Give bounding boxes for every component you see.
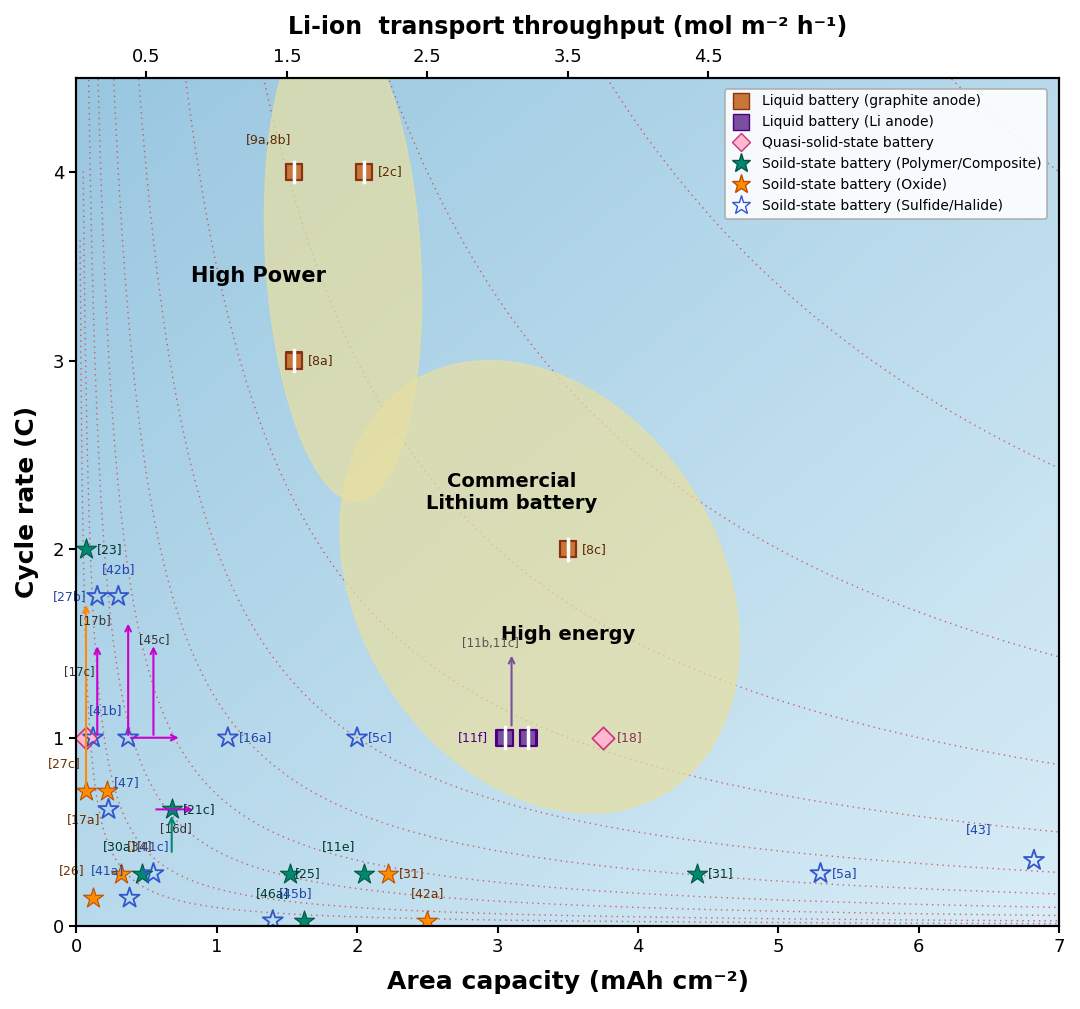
Text: [17c]: [17c]: [64, 665, 94, 678]
X-axis label: Li-ion  transport throughput (mol m⁻² h⁻¹): Li-ion transport throughput (mol m⁻² h⁻¹…: [288, 15, 848, 39]
Point: [78, 730, 95, 746]
Text: [42b]: [42b]: [102, 563, 135, 575]
Text: High Power: High Power: [191, 265, 326, 286]
Ellipse shape: [265, 12, 421, 501]
Text: [11e]: [11e]: [322, 839, 355, 853]
Point: [121, 890, 138, 906]
Text: [16a]: [16a]: [239, 732, 272, 745]
Point: [281, 866, 298, 882]
Ellipse shape: [340, 360, 740, 813]
Point: [89, 588, 106, 604]
Point: [145, 866, 162, 882]
Text: [5a]: [5a]: [832, 867, 858, 880]
Text: [31]: [31]: [708, 867, 733, 880]
Point: [1025, 853, 1042, 869]
Text: High energy: High energy: [501, 625, 635, 644]
Text: [23]: [23]: [97, 543, 123, 556]
Point: [163, 801, 180, 817]
Point: [355, 866, 373, 882]
Text: [18]: [18]: [617, 732, 643, 745]
Text: [21c]: [21c]: [183, 803, 216, 816]
Point: [99, 801, 117, 817]
Point: [265, 912, 282, 928]
Text: [17b]: [17b]: [79, 614, 111, 628]
Point: [559, 541, 577, 557]
Point: [355, 163, 373, 180]
Text: [2c]: [2c]: [378, 165, 403, 179]
Point: [134, 866, 151, 882]
Text: [45c]: [45c]: [139, 634, 170, 646]
Point: [219, 730, 237, 746]
Text: [26]: [26]: [59, 865, 84, 877]
Point: [379, 866, 396, 882]
Point: [112, 866, 130, 882]
Text: [5c]: [5c]: [368, 732, 393, 745]
Legend: Liquid battery (graphite anode), Liquid battery (Li anode), Quasi-solid-state ba: Liquid battery (graphite anode), Liquid …: [725, 89, 1048, 219]
Text: [46a]: [46a]: [256, 887, 289, 900]
Point: [355, 163, 373, 180]
Point: [519, 730, 537, 746]
Text: [25]: [25]: [295, 867, 321, 880]
Text: [9a,8b]: [9a,8b]: [245, 134, 292, 147]
Point: [110, 588, 127, 604]
Point: [285, 352, 302, 368]
Text: [43]: [43]: [967, 822, 991, 835]
X-axis label: Area capacity (mAh cm⁻²): Area capacity (mAh cm⁻²): [387, 970, 748, 994]
Text: [17a]: [17a]: [67, 813, 100, 826]
Text: [34]: [34]: [126, 839, 152, 853]
Text: [47]: [47]: [114, 776, 140, 789]
Point: [349, 730, 366, 746]
Text: Commercial
Lithium battery: Commercial Lithium battery: [426, 472, 597, 513]
Point: [496, 730, 513, 746]
Text: [41b]: [41b]: [89, 704, 122, 717]
Point: [84, 730, 102, 746]
Point: [496, 730, 513, 746]
Text: [16d]: [16d]: [161, 821, 192, 834]
Point: [120, 730, 137, 746]
Y-axis label: Cycle rate (C): Cycle rate (C): [15, 406, 39, 598]
Point: [78, 782, 95, 798]
Point: [688, 866, 705, 882]
Point: [594, 730, 611, 746]
Text: [30a]: [30a]: [103, 839, 136, 853]
Point: [78, 541, 95, 557]
Point: [812, 866, 829, 882]
Point: [285, 352, 302, 368]
Point: [84, 890, 102, 906]
Text: [41c]: [41c]: [137, 839, 170, 853]
Text: [11f]: [11f]: [458, 732, 488, 745]
Text: [8a]: [8a]: [308, 354, 334, 367]
Point: [285, 163, 302, 180]
Point: [98, 782, 116, 798]
Point: [419, 912, 436, 928]
Text: [41a]: [41a]: [91, 865, 124, 877]
Point: [559, 541, 577, 557]
Text: [45b]: [45b]: [279, 887, 312, 900]
Text: [42a]: [42a]: [410, 887, 444, 900]
Text: [27b]: [27b]: [53, 590, 86, 602]
Text: [31]: [31]: [400, 867, 424, 880]
Point: [285, 163, 302, 180]
Text: [8c]: [8c]: [582, 543, 607, 556]
Text: [27c]: [27c]: [48, 757, 80, 770]
Text: [11b,11c]: [11b,11c]: [462, 637, 519, 650]
Point: [519, 730, 537, 746]
Point: [295, 912, 312, 928]
